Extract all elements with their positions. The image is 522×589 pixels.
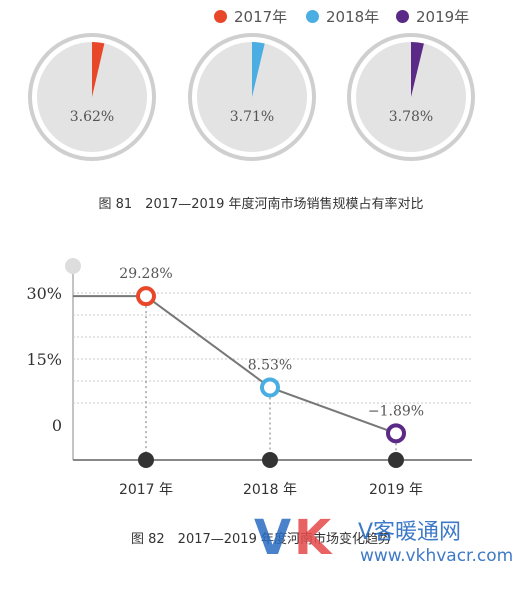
figure-81-caption: 图 81 2017—2019 年度河南市场销售规模占有率对比 xyxy=(98,197,424,212)
pie-value-label-2: 3.78% xyxy=(389,109,433,125)
data-label-0: 29.28% xyxy=(119,266,172,282)
legend-swatch-2019 xyxy=(396,9,409,23)
y-tick-label-1: 15% xyxy=(26,350,62,369)
legend-label-2019: 2019年 xyxy=(416,7,470,26)
watermark-logo-v: V xyxy=(254,510,292,566)
legend-label-2017: 2017年 xyxy=(234,7,288,26)
legend-swatch-2017 xyxy=(214,9,227,23)
pie-slice-1 xyxy=(252,42,265,97)
watermark-url: www.vkhvacr.com xyxy=(360,546,514,566)
pie-slice-2 xyxy=(411,42,424,97)
x-category-label-1: 2018 年 xyxy=(243,482,297,498)
watermark: V K V客暖通网 www.vkhvacr.com xyxy=(250,508,522,578)
legend-swatch-2018 xyxy=(306,9,319,23)
y-tick-label-0: 30% xyxy=(26,284,62,303)
data-label-2: −1.89% xyxy=(368,403,424,419)
watermark-site-name: V客暖通网 xyxy=(358,520,462,545)
pie-value-label-1: 3.71% xyxy=(230,109,274,125)
x-category-label-0: 2017 年 xyxy=(119,482,173,498)
legend-item-2018: 2018年 xyxy=(306,4,379,28)
data-point-1 xyxy=(260,377,280,398)
legend-label-2018: 2018年 xyxy=(326,7,380,26)
data-point-2 xyxy=(386,423,406,444)
pie-slice-0 xyxy=(92,42,105,97)
x-category-label-2: 2019 年 xyxy=(369,482,423,498)
figure-82-caption: 图 82 2017—2019 年度河南市场变化趋势 xyxy=(131,532,391,547)
data-point-0 xyxy=(136,286,156,307)
x-anchor-dot-2 xyxy=(388,452,404,468)
y-tick-label-2: 0 xyxy=(52,416,62,435)
legend-item-2019: 2019年 xyxy=(396,4,469,28)
x-anchor-dot-0 xyxy=(138,452,154,468)
watermark-logo-k: K xyxy=(294,510,332,566)
pie-value-label-0: 3.62% xyxy=(70,109,114,125)
y-axis-cap xyxy=(65,258,81,274)
legend-item-2017: 2017年 xyxy=(214,4,287,28)
chart-legend: 2017年 2018年 2019年 xyxy=(0,4,522,28)
x-anchor-dot-1 xyxy=(262,452,278,468)
data-label-1: 8.53% xyxy=(248,357,292,373)
